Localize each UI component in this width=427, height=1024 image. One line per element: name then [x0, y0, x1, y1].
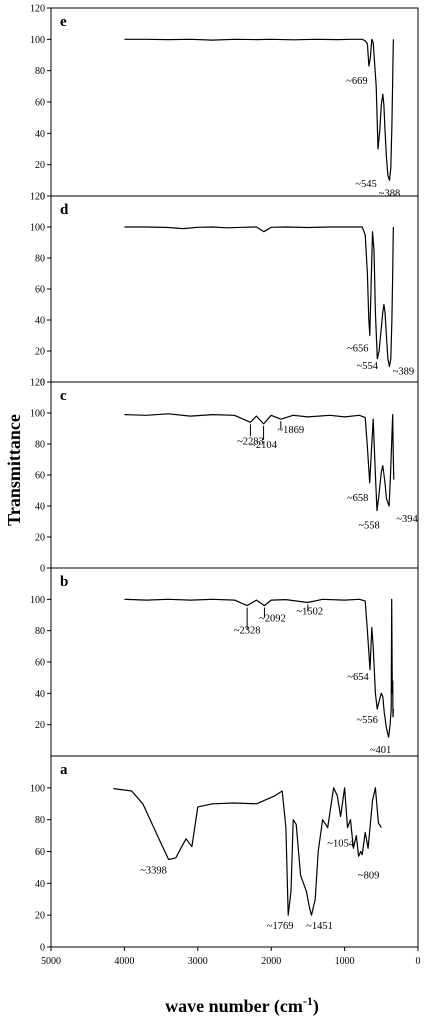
y-axis-label: Transmittance: [4, 414, 24, 526]
peak-annotation: ~656: [347, 344, 368, 355]
peak-annotation: ~2328: [234, 626, 261, 637]
y-tick-label: 0: [40, 378, 45, 389]
x-axis-label-main: wave number (cm: [165, 996, 303, 1017]
panel-frame: [50, 381, 419, 569]
y-tick-label: 80: [35, 626, 45, 637]
peak-annotation: ~558: [358, 521, 379, 532]
y-tick-label: 80: [35, 254, 45, 265]
y-tick-label: 60: [35, 98, 45, 109]
peak-annotation: ~658: [347, 493, 368, 504]
y-tick-label: 80: [35, 66, 45, 77]
peak-annotation: ~401: [370, 745, 391, 756]
peak-annotation: ~388: [379, 188, 400, 199]
y-tick-label: 0: [40, 192, 45, 203]
y-tick-label: 20: [35, 533, 45, 544]
peak-annotation: ~2104: [250, 440, 277, 451]
y-tick-label: 60: [35, 471, 45, 482]
peak-annotation: ~545: [355, 179, 376, 190]
peak-annotation: ~554: [357, 361, 379, 372]
y-tick-label: 80: [35, 440, 45, 451]
y-tick-label: 20: [35, 160, 45, 171]
spectrum-line: [124, 413, 395, 512]
y-tick-label: 40: [35, 689, 45, 700]
peak-annotation: ~3398: [140, 865, 167, 876]
x-tick-label: 1000: [335, 956, 355, 967]
panel-b: 20 40 60 80 100 b ~2328~2092 ~1502 ~654 ~556 ~401: [30, 567, 419, 757]
y-tick-label: 20: [35, 347, 45, 358]
y-tick-label: 40: [35, 129, 45, 140]
panel-frame: [50, 567, 419, 757]
panel-label: e: [60, 14, 67, 30]
peak-annotation: ~1502: [296, 606, 323, 617]
y-tick-label: 40: [35, 316, 45, 327]
panel-label: b: [60, 574, 68, 590]
peak-annotation: ~1869: [277, 425, 304, 436]
x-tick-label: 5000: [41, 956, 61, 967]
spectrum-line: [124, 226, 394, 368]
y-tick-label: 60: [35, 847, 45, 858]
x-tick-label: 0: [416, 956, 421, 967]
x-tick-label: 4000: [114, 956, 134, 967]
y-tick-label: 60: [35, 658, 45, 669]
x-axis: 5000 4000 3000 2000 1000 0: [41, 947, 421, 967]
y-tick-label: 120: [30, 378, 45, 389]
x-axis-label: wave number (cm-1): [165, 994, 319, 1017]
panel-e: 0 20 40 60 80 100 120 e ~669 ~545~388: [30, 4, 419, 203]
panel-a: 0 20 40 60 80 100 a ~3398 ~1769 ~1451 ~1054 ~809: [30, 755, 419, 954]
y-tick-label: 20: [35, 720, 45, 731]
y-tick-label: 0: [40, 564, 45, 575]
panel-label: a: [60, 762, 68, 778]
spectrum-line: [113, 787, 382, 916]
panel-label: d: [60, 202, 69, 218]
y-tick-label: 80: [35, 815, 45, 826]
panel-label: c: [60, 388, 67, 404]
y-tick-label: 60: [35, 285, 45, 296]
panels-group: 0 20 40 60 80 100 120 e ~669 ~545~388 0 20 40 60 80 100…: [30, 4, 419, 954]
peak-annotation: ~2283: [237, 436, 264, 447]
panel-c: 0 20 40 60 80 100 120 c ~2283~2104~1869 ~658 ~558 ~…: [30, 378, 419, 575]
spectrum-line: [124, 598, 394, 738]
peak-annotation: ~1451: [306, 921, 333, 932]
peak-annotation: ~1054: [327, 838, 354, 849]
x-tick-label: 3000: [188, 956, 208, 967]
y-tick-label: 40: [35, 502, 45, 513]
panel-frame: [50, 7, 419, 197]
y-tick-label: 120: [30, 4, 45, 15]
peak-annotation: ~1769: [267, 921, 294, 932]
y-tick-label: 100: [30, 409, 45, 420]
x-axis-label-sup: -1: [303, 994, 313, 1008]
peak-annotation: ~654: [347, 672, 369, 683]
peak-annotation: ~669: [346, 76, 367, 87]
peak-annotation: ~389: [393, 367, 414, 378]
y-tick-label: 20: [35, 911, 45, 922]
y-tick-label: 0: [40, 943, 45, 954]
x-tick-label: 2000: [261, 956, 281, 967]
panel-d: 0 20 40 60 80 100 120 d ~656 ~554 ~389: [30, 192, 419, 389]
x-axis-label-close: ): [313, 996, 319, 1017]
peak-annotation: ~809: [358, 870, 379, 881]
peak-annotation: ~394: [396, 514, 418, 525]
y-tick-label: 120: [30, 192, 45, 203]
peak-annotation: ~2092: [259, 614, 286, 625]
y-tick-label: 100: [30, 595, 45, 606]
spectrum-line: [124, 38, 394, 181]
y-tick-label: 100: [30, 223, 45, 234]
y-tick-label: 100: [30, 35, 45, 46]
y-tick-label: 40: [35, 879, 45, 890]
peak-annotation: ~556: [356, 715, 377, 726]
y-tick-label: 100: [30, 783, 45, 794]
